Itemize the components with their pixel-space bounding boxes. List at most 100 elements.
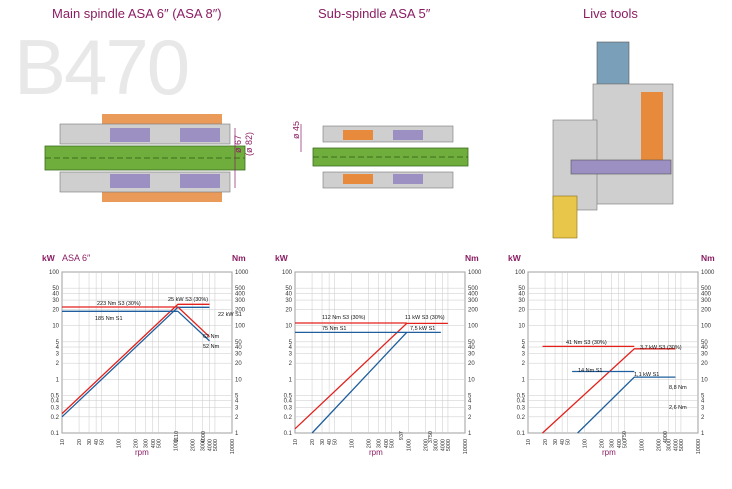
x-tick-label: 50 — [333, 439, 339, 445]
y-tick-label-nm: 1000 — [235, 270, 249, 276]
x-tick-label: 4000 — [207, 439, 213, 451]
y-tick-label-kw: 10 — [518, 324, 525, 330]
y-tick-label-nm: 1 — [468, 431, 472, 437]
y-tick-label-nm: 30 — [235, 352, 242, 358]
x-tick-label: 5000 — [446, 439, 452, 451]
series-line — [177, 310, 210, 342]
y-tick-label-nm: 200 — [701, 308, 712, 314]
x-tick-label: 20 — [543, 439, 549, 445]
x-tick-label: 4000 — [673, 439, 679, 451]
y-tick-label-nm: 3 — [468, 405, 472, 411]
nm-label-2: Nm — [465, 253, 479, 263]
y-tick-label-nm: 400 — [701, 291, 712, 297]
data-label: 4000 — [201, 431, 207, 443]
x-tick-label: 10 — [293, 439, 299, 445]
y-tick-label-nm: 500 — [701, 286, 712, 292]
y-tick-label-nm: 200 — [235, 308, 246, 314]
rpm-label-1: rpm — [135, 448, 149, 457]
series-line — [61, 303, 210, 415]
y-tick-label-nm: 5 — [235, 393, 239, 399]
y-tick-label-nm: 100 — [235, 324, 246, 330]
y-tick-label-kw: 5 — [56, 340, 60, 346]
y-tick-label-nm: 500 — [235, 286, 246, 292]
y-tick-label-kw: 4 — [289, 345, 293, 351]
y-tick-label-nm: 30 — [468, 352, 475, 358]
y-tick-label-kw: 0.3 — [284, 405, 293, 411]
data-label: 41 Nm S3 (30%) — [566, 340, 607, 346]
x-tick-label: 1000 — [406, 439, 412, 451]
y-tick-label-nm: 100 — [701, 324, 712, 330]
y-tick-label-nm: 5 — [701, 393, 705, 399]
y-tick-label-kw: 1 — [289, 377, 293, 383]
y-tick-label-kw: 3 — [56, 352, 60, 358]
data-label: 22 kW S1 — [218, 312, 242, 318]
x-tick-label: 50 — [100, 439, 106, 445]
series-line — [311, 331, 441, 434]
y-tick-label-kw: 50 — [52, 286, 59, 292]
y-tick-label-kw: 100 — [282, 270, 293, 276]
main-spindle-header: Main spindle ASA 6″ (ASA 8″) — [52, 6, 222, 21]
data-label: 2,6 Nm — [669, 405, 687, 411]
y-tick-label-kw: 2 — [56, 361, 60, 367]
series-line — [177, 306, 210, 338]
chart1-tag: ASA 6″ — [62, 253, 91, 263]
x-tick-label: 300 — [610, 439, 616, 448]
x-tick-label: 2000 — [423, 439, 429, 451]
y-tick-label-kw: 0.4 — [284, 399, 293, 405]
model-watermark: B470 — [14, 23, 190, 111]
data-label: 75 Nm S1 — [322, 326, 346, 332]
data-label: 62 Nm — [203, 334, 220, 340]
live-tools-drawing — [552, 41, 674, 239]
y-tick-label-kw: 2 — [289, 361, 293, 367]
data-label: 7,5 kW S1 — [410, 326, 435, 332]
x-tick-label: 100 — [350, 439, 356, 448]
data-label: 4000 — [663, 431, 669, 443]
y-tick-label-nm: 1000 — [468, 270, 482, 276]
kw-label-1: kW — [42, 253, 55, 263]
x-tick-label: 100 — [583, 439, 589, 448]
x-tick-label: 3000 — [433, 439, 439, 451]
kw-label-2: kW — [275, 253, 288, 263]
y-tick-label-kw: 20 — [285, 308, 292, 314]
y-tick-label-kw: 4 — [56, 345, 60, 351]
x-tick-label: 4000 — [440, 439, 446, 451]
x-tick-label: 50 — [566, 439, 572, 445]
y-tick-label-kw: 40 — [52, 291, 59, 297]
y-tick-label-kw: 0.1 — [51, 431, 60, 437]
x-tick-label: 200 — [600, 439, 606, 448]
y-tick-label-nm: 200 — [468, 308, 479, 314]
x-tick-label: 40 — [560, 439, 566, 445]
x-tick-label: 30 — [553, 439, 559, 445]
x-tick-label: 30 — [87, 439, 93, 445]
y-tick-label-kw: 30 — [518, 298, 525, 304]
x-tick-label: 5000 — [213, 439, 219, 451]
y-tick-label-nm: 40 — [701, 345, 708, 351]
y-tick-label-nm: 40 — [235, 345, 242, 351]
x-tick-label: 500 — [622, 439, 628, 448]
main-spindle-drawing: ø 67 (ø 82) — [44, 114, 254, 202]
y-tick-label-nm: 1 — [235, 431, 239, 437]
data-label: 8,8 Nm — [669, 385, 687, 391]
x-tick-label: 400 — [151, 439, 157, 448]
y-tick-label-kw: 0.2 — [517, 415, 526, 421]
x-tick-label: 500 — [156, 439, 162, 448]
sub-dim-label: ø 45 — [293, 121, 301, 139]
live-tools-header: Live tools — [583, 6, 638, 21]
y-tick-label-kw: 10 — [285, 324, 292, 330]
x-tick-label: 300 — [144, 439, 150, 448]
y-tick-label-nm: 5 — [468, 393, 472, 399]
y-tick-label-nm: 3 — [701, 405, 705, 411]
y-tick-label-nm: 4 — [468, 399, 472, 405]
nm-label-3: Nm — [701, 253, 715, 263]
y-tick-label-kw: 4 — [522, 345, 526, 351]
y-tick-label-kw: 0.1 — [284, 431, 293, 437]
y-tick-label-kw: 0.2 — [284, 415, 293, 421]
x-tick-label: 1000 — [173, 439, 179, 451]
x-tick-label: 20 — [310, 439, 316, 445]
data-label: 1110 — [174, 431, 180, 442]
x-tick-label: 10000 — [463, 439, 469, 454]
x-tick-label: 400 — [617, 439, 623, 448]
data-label: 52 Nm — [203, 344, 220, 350]
data-label: 750 — [622, 431, 628, 440]
x-tick-label: 5000 — [679, 439, 685, 451]
